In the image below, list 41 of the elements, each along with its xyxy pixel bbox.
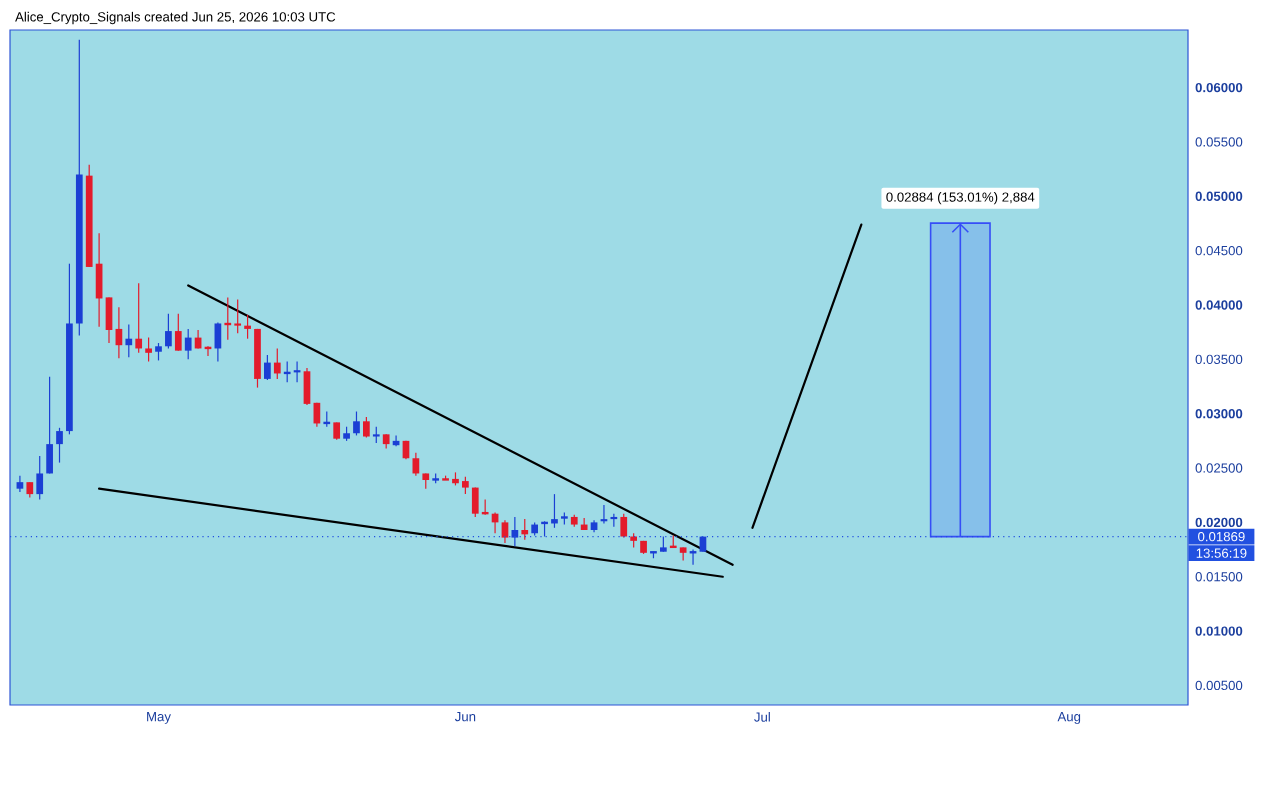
y-tick-label: 0.00500 [1195,680,1243,691]
candlestick [145,337,152,363]
candlestick [511,516,519,547]
y-tick-label: 0.06000 [1195,82,1243,93]
candlestick [521,518,529,541]
x-tick-label: Aug [1057,712,1081,724]
x-tick-label: Jul [754,712,770,722]
y-tick-label: 0.04000 [1195,300,1243,310]
text: 13:56:19 [1196,548,1247,558]
x-tick-label: May [147,712,171,724]
candlestick [125,323,133,358]
y-tick-label: 0.01000 [1195,626,1243,636]
y-tick-label: 0.03500 [1195,354,1243,365]
candlestick [165,313,172,350]
chart-title: Alice_Crypto_Signals created Jun 25, 2026 10:03 UTC [15,11,336,25]
candlestick [353,410,360,437]
candlestick [620,513,628,539]
candlestick [56,427,63,464]
candlestick [244,314,251,340]
candlestick [174,313,182,352]
y-tick-label: 0.04500 [1195,245,1243,256]
candlestick [36,455,44,501]
y-tick-label: 0.05500 [1195,137,1243,147]
x-tick-label: Jun [454,712,476,722]
candlestick [273,347,281,380]
ref-line-label: 0.01869 [1198,531,1245,542]
candlestick [363,416,370,439]
y-tick-label: 0.05000 [1195,191,1243,201]
y-tick-label: 0.02500 [1195,463,1243,473]
candlestick [501,519,509,544]
candlestick [264,354,271,381]
candlestick [234,298,242,334]
candlestick [551,493,558,529]
candlestick [610,513,618,528]
y-tick-label: 0.02000 [1195,517,1243,528]
candlestick [135,282,143,354]
y-tick-label: 0.01500 [1195,572,1243,582]
candlestick [184,328,192,360]
candlestick [16,475,24,493]
annotation: 0.02884 (153.01%) 2,884 [886,192,1035,205]
y-tick-label: 0.03000 [1195,409,1243,419]
